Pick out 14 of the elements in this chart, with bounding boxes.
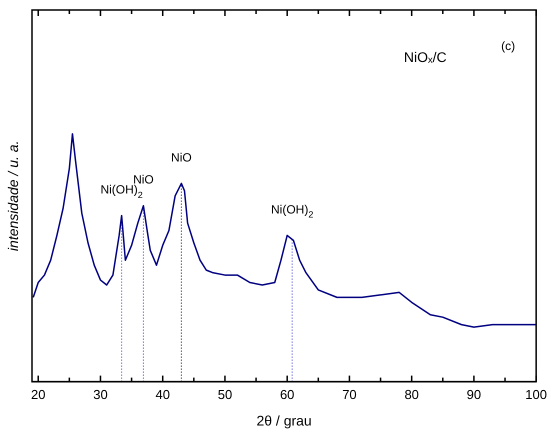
x-tick-label: 100 <box>525 386 548 402</box>
x-tick-label: 70 <box>342 386 357 402</box>
x-tick-label: 60 <box>280 386 294 402</box>
text: (c) <box>501 39 516 53</box>
x-tick-label: 90 <box>466 386 482 402</box>
text: NiOₓ/C <box>404 49 447 65</box>
x-tick-label: 80 <box>404 386 419 402</box>
x-tick-label: 40 <box>155 386 170 402</box>
x-axis-title: 2θ / grau <box>256 412 312 428</box>
ref-line-label: NiO <box>171 150 192 164</box>
y-axis-title: intensidade / u. a. <box>5 140 21 252</box>
x-tick-label: 50 <box>218 386 232 402</box>
x-tick-label: 30 <box>93 386 108 402</box>
x-tick-label: 20 <box>30 386 46 402</box>
